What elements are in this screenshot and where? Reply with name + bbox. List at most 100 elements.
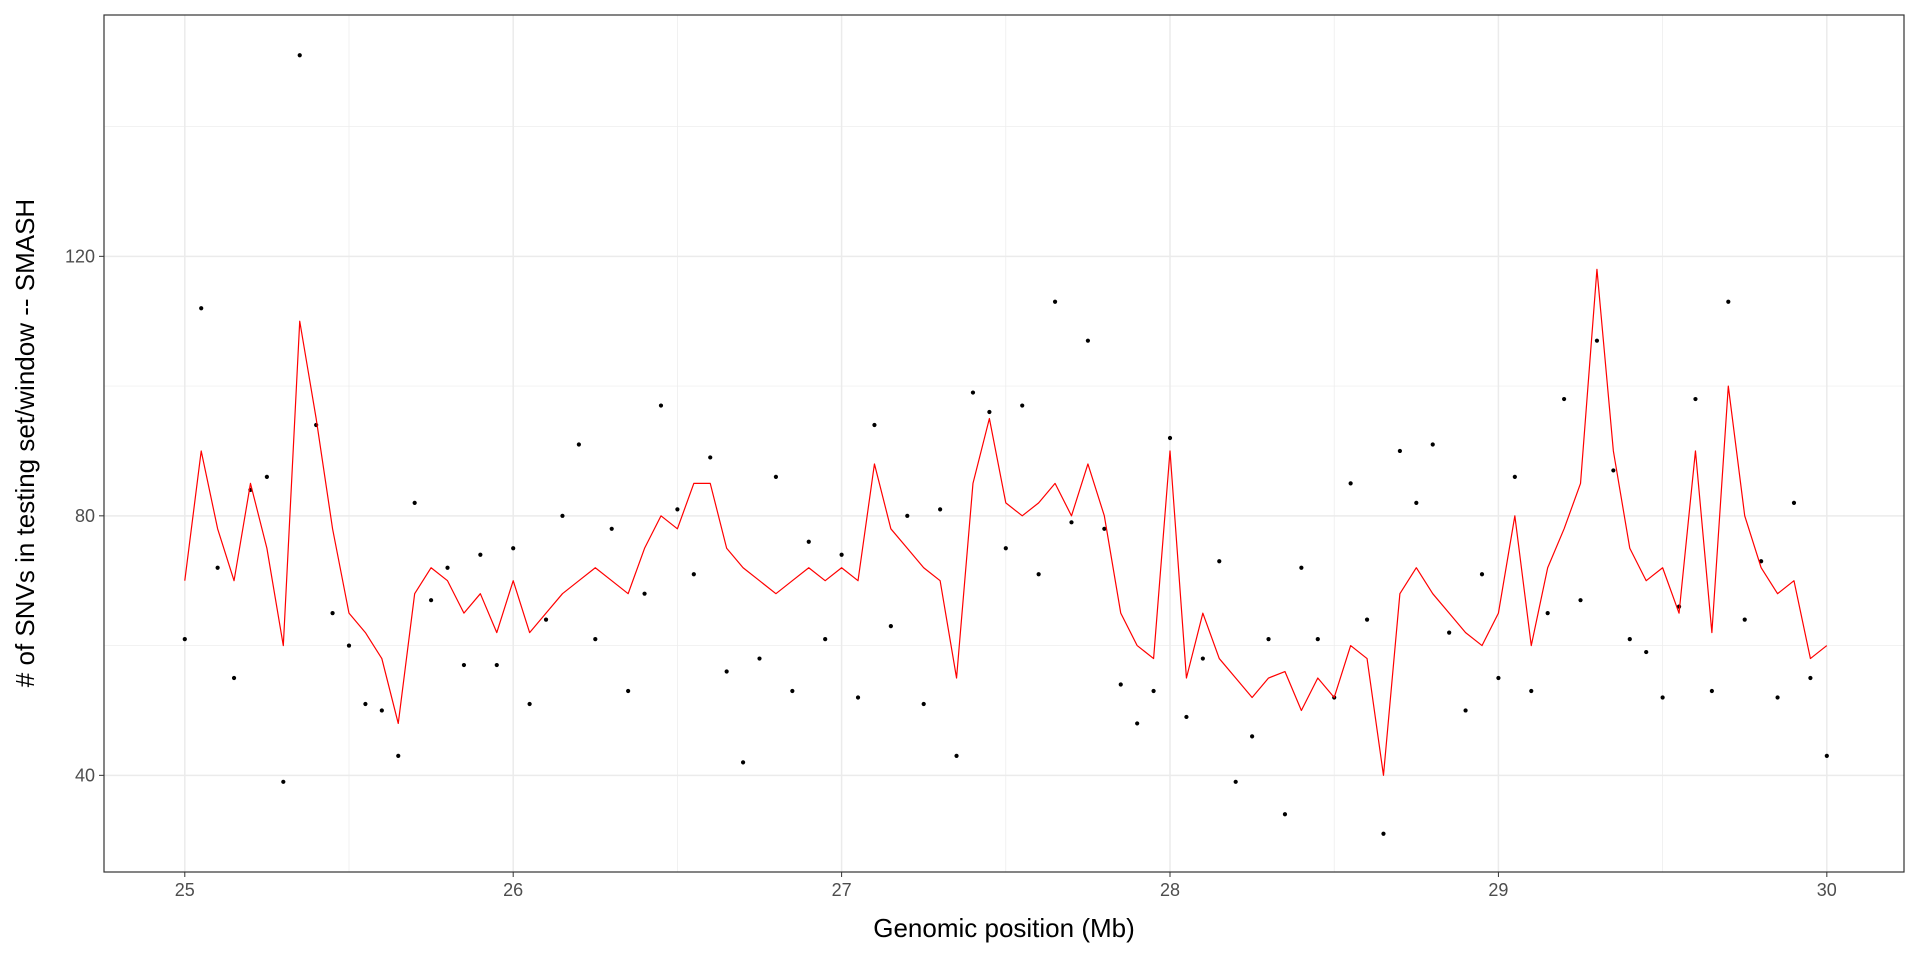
point [1217,559,1222,564]
point [1447,630,1452,635]
point [1496,675,1501,681]
point [182,636,187,642]
point [609,526,614,531]
point [1479,572,1485,577]
point [1824,753,1829,758]
point [461,662,467,668]
x-tick-label: 26 [503,880,523,900]
panel-border [103,14,1905,873]
point [1348,481,1353,486]
point [1594,338,1600,343]
point [264,474,269,480]
point [1529,688,1534,694]
point [1151,688,1156,694]
point [445,565,450,570]
point [938,507,943,512]
point [1118,682,1123,687]
point [199,306,204,311]
point [1775,695,1780,700]
point [724,669,729,674]
point [1578,598,1583,603]
point [1102,526,1107,531]
point [1644,649,1649,655]
point [1003,546,1008,551]
point [1627,636,1632,642]
point [231,675,237,681]
y-tick-label: 80 [75,506,95,526]
x-tick-label: 28 [1160,880,1180,900]
point [396,753,401,758]
point [215,565,220,570]
point [478,552,483,557]
point [428,598,434,603]
point [511,546,516,551]
point [1381,831,1386,836]
point [1430,442,1435,447]
point [1200,656,1205,661]
point [543,617,549,622]
x-tick-label: 25 [175,880,195,900]
point [1020,403,1025,408]
point [855,695,861,700]
point [379,708,384,713]
point [1135,721,1140,726]
point [1545,611,1550,616]
point [1611,468,1616,473]
point [708,455,713,460]
point [281,779,286,784]
point [1052,299,1058,304]
point [905,513,910,518]
point [1693,396,1698,402]
x-tick-label: 29 [1488,880,1508,900]
point [412,500,417,505]
point [790,688,795,694]
y-tick-label: 120 [65,246,95,266]
point [1266,636,1271,642]
point [1167,435,1173,441]
point [823,636,828,642]
point [297,53,302,58]
point [1085,338,1091,343]
point [576,442,581,447]
point [954,753,959,758]
point [1282,812,1288,817]
point [527,701,532,707]
y-axis-title: # of SNVs in testing set/window -- SMASH [10,199,40,687]
point [1233,779,1238,784]
point [921,701,926,707]
point [1742,617,1747,622]
point [872,422,877,428]
point [363,701,368,707]
y-tick-label: 40 [75,765,95,785]
point [1414,500,1419,505]
point [773,474,779,480]
point [970,390,976,395]
point [1299,565,1304,570]
point [642,591,647,596]
point [593,636,598,642]
point [1512,474,1517,480]
point [1726,299,1731,304]
point [1561,396,1567,402]
point [1364,617,1370,622]
point [888,624,893,629]
point [757,656,762,661]
point [626,688,631,694]
point [987,409,992,415]
point [1069,520,1074,525]
point [1463,708,1468,713]
line [184,268,1828,776]
point [560,513,565,518]
point [330,611,335,616]
x-tick-label: 30 [1817,880,1837,900]
point [1660,695,1665,700]
point [1791,500,1797,505]
point [839,552,844,557]
point [1397,448,1402,454]
point [691,572,696,577]
point [675,507,680,512]
point [1315,636,1320,642]
point [1709,688,1714,694]
